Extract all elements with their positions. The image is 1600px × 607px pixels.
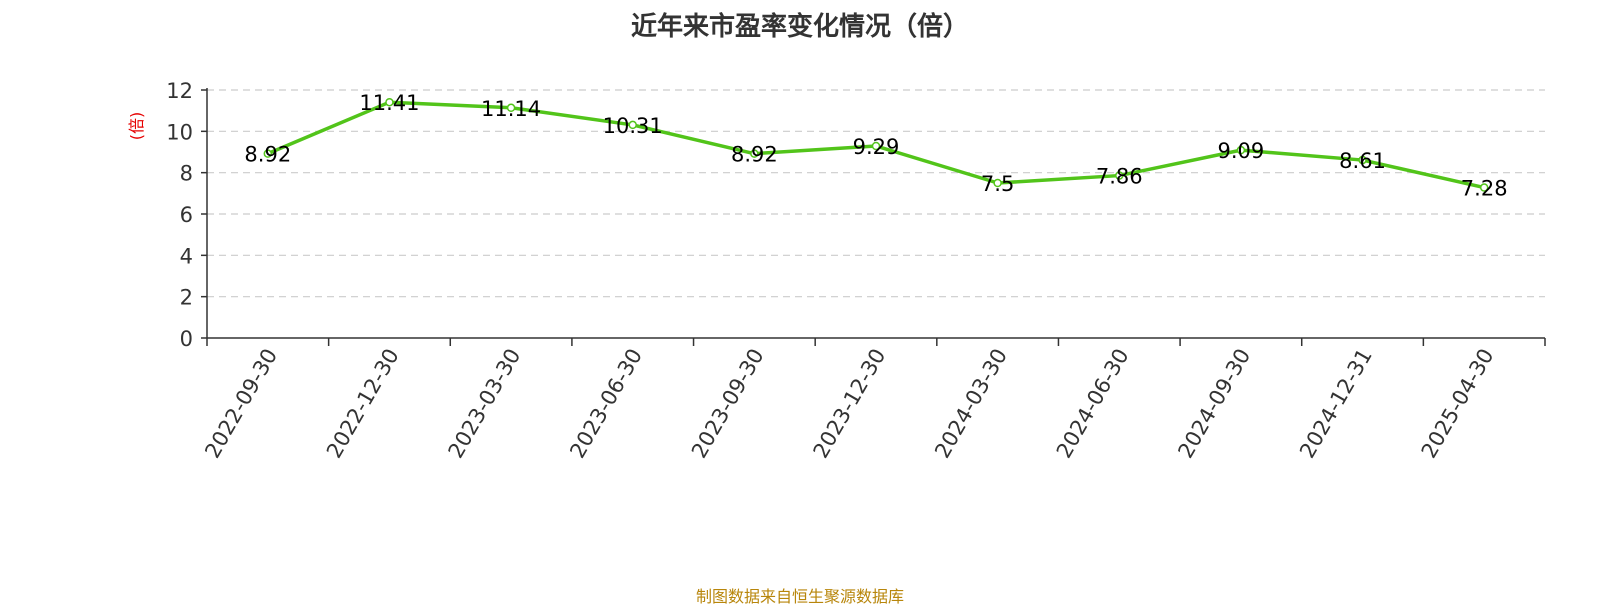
x-tick-label: 2023-03-30 bbox=[444, 345, 526, 463]
x-tick-label: 2022-12-30 bbox=[322, 345, 404, 463]
x-tick-label: 2024-12-31 bbox=[1295, 345, 1377, 463]
chart-title: 近年来市盈率变化情况（倍） bbox=[630, 12, 969, 42]
data-label: 10.31 bbox=[603, 114, 663, 138]
x-tick-label: 2023-06-30 bbox=[565, 345, 647, 463]
y-tick-label: 6 bbox=[180, 203, 193, 227]
y-axis-ticks: 0 2 4 6 8 10 12 bbox=[166, 79, 207, 351]
x-axis-ticks: 2022-09-30 2022-12-30 2023-03-30 2023-06-30… bbox=[200, 338, 1546, 463]
data-labels: 8.92 11.41 11.14 10.31 8.92 9.29 7.5 7.86 9.09 8.… bbox=[244, 91, 1507, 200]
x-tick-label: 2024-03-30 bbox=[930, 345, 1012, 463]
y-tick-label: 4 bbox=[180, 244, 193, 268]
data-source-note: 制图数据来自恒生聚源数据库 bbox=[695, 587, 904, 606]
data-label: 7.28 bbox=[1461, 177, 1508, 201]
y-tick-label: 2 bbox=[180, 286, 193, 310]
y-tick-label: 10 bbox=[166, 120, 193, 144]
data-point bbox=[263, 149, 273, 158]
data-point bbox=[1479, 183, 1489, 192]
data-point bbox=[385, 97, 394, 107]
x-tick-label: 2025-04-30 bbox=[1417, 345, 1499, 463]
data-point bbox=[506, 103, 516, 113]
data-label: 8.92 bbox=[731, 143, 778, 167]
data-label: 8.61 bbox=[1339, 149, 1386, 173]
data-point bbox=[993, 178, 1002, 188]
grid-lines bbox=[207, 89, 1545, 298]
x-tick-label: 2024-09-30 bbox=[1173, 345, 1255, 463]
x-tick-label: 2023-09-30 bbox=[687, 345, 769, 463]
data-label: 9.29 bbox=[853, 135, 900, 159]
data-label: 7.5 bbox=[981, 172, 1014, 196]
data-label: 11.14 bbox=[481, 97, 541, 121]
data-point bbox=[1358, 155, 1367, 165]
data-label: 8.92 bbox=[244, 143, 291, 167]
y-tick-label: 8 bbox=[180, 162, 193, 186]
data-point bbox=[1115, 171, 1124, 180]
x-tick-label: 2024-06-30 bbox=[1052, 345, 1134, 463]
data-point bbox=[750, 149, 759, 158]
y-tick-label: 0 bbox=[180, 327, 193, 351]
x-tick-label: 2023-12-30 bbox=[809, 345, 891, 463]
data-label: 11.41 bbox=[359, 91, 419, 115]
x-tick-label: 2022-09-30 bbox=[200, 345, 282, 463]
series-pe-ratio bbox=[263, 97, 1489, 192]
data-label: 7.86 bbox=[1096, 165, 1143, 189]
data-point bbox=[871, 141, 881, 151]
y-tick-label: 12 bbox=[166, 79, 193, 103]
data-label: 9.09 bbox=[1218, 139, 1265, 163]
y-axis-label: (倍) bbox=[127, 112, 146, 141]
axes bbox=[206, 88, 1545, 339]
data-point bbox=[1236, 145, 1246, 155]
data-point bbox=[628, 120, 637, 130]
